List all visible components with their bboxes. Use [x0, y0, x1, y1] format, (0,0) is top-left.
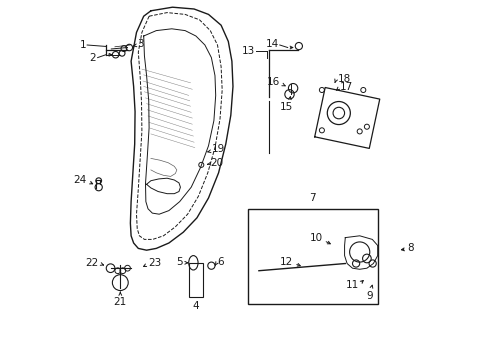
Text: 6: 6: [217, 257, 224, 267]
Bar: [188, 263, 203, 297]
Text: 24: 24: [73, 175, 87, 185]
Text: 5: 5: [176, 257, 182, 267]
Text: 12: 12: [279, 257, 292, 267]
Text: 14: 14: [265, 39, 279, 49]
Text: 2: 2: [89, 53, 96, 63]
Text: 19: 19: [211, 144, 224, 154]
Text: 3: 3: [137, 39, 143, 49]
Text: 9: 9: [366, 291, 372, 301]
Text: 17: 17: [339, 82, 352, 92]
Text: 18: 18: [337, 74, 350, 84]
Text: 7: 7: [309, 193, 316, 203]
Text: 10: 10: [309, 233, 322, 243]
Text: 16: 16: [267, 77, 280, 87]
Text: 22: 22: [85, 258, 99, 268]
Text: 8: 8: [407, 243, 413, 253]
Bar: [247, 209, 377, 304]
Text: 21: 21: [113, 297, 127, 307]
Text: 13: 13: [242, 46, 255, 56]
Text: 15: 15: [279, 102, 292, 112]
Text: 11: 11: [345, 280, 358, 290]
Text: 23: 23: [148, 258, 161, 268]
Text: 1: 1: [80, 40, 86, 50]
Text: 4: 4: [192, 301, 199, 311]
Text: 20: 20: [210, 158, 224, 168]
